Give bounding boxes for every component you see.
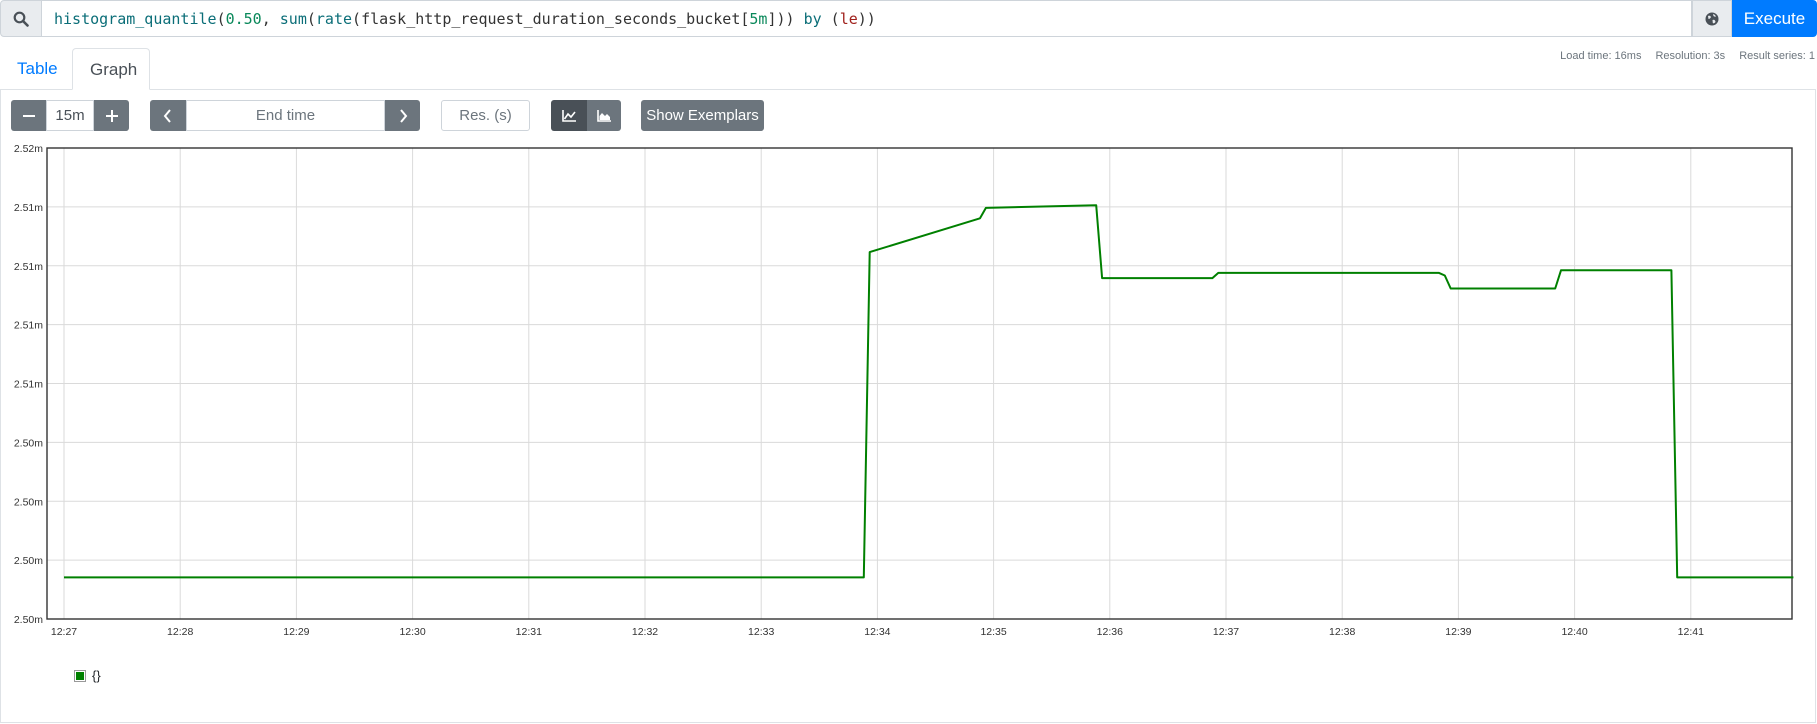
expression-token: ( [306,10,316,28]
metrics-explorer-button[interactable] [0,0,42,37]
result-series: Result series: 1 [1739,50,1815,62]
x-tick-label: 12:31 [516,626,542,638]
legend-swatch[interactable] [74,669,86,682]
expression-token: 5m [749,10,768,28]
x-tick-label: 12:34 [864,626,890,638]
query-bar: histogram_quantile(0.50, sum(rate(flask_… [0,0,1817,37]
y-tick-label: 2.50m [14,437,43,449]
search-icon [13,11,29,27]
y-tick-label: 2.51m [14,379,43,391]
expression-token: le [839,10,858,28]
legend-swatch-color [76,671,84,680]
area-chart-icon [597,109,611,122]
expression-token: ( [352,10,362,28]
y-tick-label: 2.50m [14,496,43,508]
legend: {} [74,668,101,683]
next-time-button[interactable] [385,100,420,131]
decrease-range-button[interactable] [11,100,46,131]
chevron-left-icon [163,108,171,123]
graph-chart: 2.52m 2.51m 2.51m 2.51m 2.51m 2.50m 2.50m 2.50m… [14,143,1794,638]
series-line [64,204,1794,579]
stacked-chart-button[interactable] [587,100,621,131]
x-tick-label: 12:29 [283,626,309,638]
range-input[interactable]: 15m [46,100,94,131]
expression-token: )) [857,10,876,28]
x-tick-label: 12:38 [1329,626,1355,638]
y-tick-label: 2.50m [14,614,43,626]
expression-token: histogram_quantile [54,10,217,28]
load-time: Load time: 16ms [1560,50,1642,62]
previous-time-button[interactable] [150,100,186,131]
expression-token: [ [740,10,750,28]
end-time-input[interactable]: End time [186,100,385,131]
legend-series-label[interactable]: {} [92,668,101,683]
y-tick-label: 2.51m [14,320,43,332]
chevron-right-icon [399,108,407,123]
expression-token: rate [315,10,353,28]
expression-token: ( [216,10,226,28]
increase-range-button[interactable] [94,100,129,131]
expression-token: ( [830,10,840,28]
x-tick-label: 12:30 [399,626,425,638]
resolution-input[interactable]: Res. (s) [441,100,530,131]
execute-button[interactable]: Execute [1732,0,1817,37]
tab-table[interactable]: Table [17,59,58,78]
expression-token: 0.50 [225,10,262,28]
plot-frame [46,147,1793,620]
graph-panel [0,89,1816,723]
x-tick-label: 12:37 [1213,626,1239,638]
x-tick-label: 12:39 [1445,626,1471,638]
expression-token: , [261,10,280,28]
y-tick-label: 2.51m [14,261,43,273]
y-tick-label: 2.52m [14,143,43,155]
x-tick-label: 12:36 [1097,626,1123,638]
show-exemplars-button[interactable]: Show Exemplars [641,100,764,131]
plus-icon [105,109,118,122]
expression-token: by [794,10,831,28]
x-tick-label: 12:40 [1561,626,1587,638]
x-tick-label: 12:35 [980,626,1006,638]
x-tick-label: 12:28 [167,626,193,638]
globe-icon [1705,12,1719,25]
tab-graph[interactable]: Graph [72,48,150,90]
x-tick-label: 12:27 [51,626,77,638]
expression-token: flask_http_request_duration_seconds_buck… [361,10,741,28]
query-stats: Load time: 16ms Resolution: 3s Result seri… [1546,50,1815,62]
line-chart-icon [562,109,576,122]
globe-toggle-button[interactable] [1692,0,1732,37]
expression-token: sum [279,10,307,28]
expression-token: ])) [767,10,795,28]
x-tick-label: 12:32 [632,626,658,638]
resolution: Resolution: 3s [1655,50,1726,62]
x-tick-label: 12:41 [1678,626,1704,638]
minus-icon [22,114,35,117]
y-tick-label: 2.51m [14,202,43,214]
y-tick-label: 2.50m [14,555,43,567]
x-tick-label: 12:33 [748,626,774,638]
expression-input[interactable]: histogram_quantile(0.50, sum(rate(flask_… [42,0,1692,37]
line-chart-button[interactable] [551,100,587,131]
